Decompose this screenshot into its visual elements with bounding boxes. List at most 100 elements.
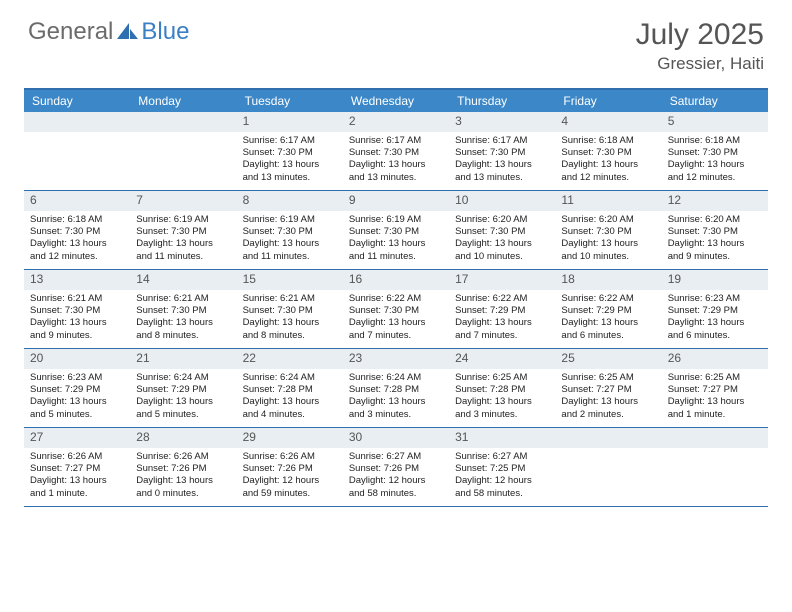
day-cell: 28Sunrise: 6:26 AMSunset: 7:26 PMDayligh… bbox=[130, 428, 236, 506]
sunset-text: Sunset: 7:28 PM bbox=[243, 384, 337, 396]
sunset-text: Sunset: 7:29 PM bbox=[561, 305, 655, 317]
day-content: Sunrise: 6:25 AMSunset: 7:28 PMDaylight:… bbox=[449, 369, 555, 426]
sunset-text: Sunset: 7:29 PM bbox=[668, 305, 762, 317]
day-number: 8 bbox=[237, 191, 343, 211]
day-number bbox=[130, 112, 236, 132]
day-content: Sunrise: 6:23 AMSunset: 7:29 PMDaylight:… bbox=[24, 369, 130, 426]
day-number: 3 bbox=[449, 112, 555, 132]
week-row: 1Sunrise: 6:17 AMSunset: 7:30 PMDaylight… bbox=[24, 112, 768, 191]
weekday-header: Monday bbox=[130, 90, 236, 112]
weekday-header: Sunday bbox=[24, 90, 130, 112]
daylight-text: Daylight: 13 hours and 3 minutes. bbox=[455, 396, 549, 421]
sunrise-text: Sunrise: 6:21 AM bbox=[30, 293, 124, 305]
sunrise-text: Sunrise: 6:18 AM bbox=[561, 135, 655, 147]
day-content: Sunrise: 6:26 AMSunset: 7:26 PMDaylight:… bbox=[237, 448, 343, 505]
sunrise-text: Sunrise: 6:24 AM bbox=[349, 372, 443, 384]
daylight-text: Daylight: 13 hours and 3 minutes. bbox=[349, 396, 443, 421]
weekday-header: Wednesday bbox=[343, 90, 449, 112]
day-cell: 1Sunrise: 6:17 AMSunset: 7:30 PMDaylight… bbox=[237, 112, 343, 190]
sunset-text: Sunset: 7:27 PM bbox=[30, 463, 124, 475]
sunrise-text: Sunrise: 6:22 AM bbox=[455, 293, 549, 305]
month-title: July 2025 bbox=[636, 18, 764, 52]
day-cell: 24Sunrise: 6:25 AMSunset: 7:28 PMDayligh… bbox=[449, 349, 555, 427]
sunrise-text: Sunrise: 6:20 AM bbox=[561, 214, 655, 226]
daylight-text: Daylight: 13 hours and 6 minutes. bbox=[561, 317, 655, 342]
location: Gressier, Haiti bbox=[636, 54, 764, 74]
day-number: 14 bbox=[130, 270, 236, 290]
day-number: 26 bbox=[662, 349, 768, 369]
day-cell: 13Sunrise: 6:21 AMSunset: 7:30 PMDayligh… bbox=[24, 270, 130, 348]
sunrise-text: Sunrise: 6:27 AM bbox=[349, 451, 443, 463]
daylight-text: Daylight: 12 hours and 58 minutes. bbox=[349, 475, 443, 500]
daylight-text: Daylight: 13 hours and 7 minutes. bbox=[349, 317, 443, 342]
daylight-text: Daylight: 13 hours and 13 minutes. bbox=[243, 159, 337, 184]
day-cell bbox=[24, 112, 130, 190]
day-cell: 16Sunrise: 6:22 AMSunset: 7:30 PMDayligh… bbox=[343, 270, 449, 348]
day-cell: 6Sunrise: 6:18 AMSunset: 7:30 PMDaylight… bbox=[24, 191, 130, 269]
daylight-text: Daylight: 13 hours and 8 minutes. bbox=[136, 317, 230, 342]
daylight-text: Daylight: 13 hours and 8 minutes. bbox=[243, 317, 337, 342]
day-number: 22 bbox=[237, 349, 343, 369]
day-cell: 31Sunrise: 6:27 AMSunset: 7:25 PMDayligh… bbox=[449, 428, 555, 506]
day-number: 11 bbox=[555, 191, 661, 211]
day-content: Sunrise: 6:26 AMSunset: 7:26 PMDaylight:… bbox=[130, 448, 236, 505]
sunset-text: Sunset: 7:26 PM bbox=[243, 463, 337, 475]
day-number: 17 bbox=[449, 270, 555, 290]
daylight-text: Daylight: 13 hours and 1 minute. bbox=[668, 396, 762, 421]
day-cell: 10Sunrise: 6:20 AMSunset: 7:30 PMDayligh… bbox=[449, 191, 555, 269]
day-number: 4 bbox=[555, 112, 661, 132]
day-number: 5 bbox=[662, 112, 768, 132]
sunset-text: Sunset: 7:30 PM bbox=[243, 226, 337, 238]
day-content: Sunrise: 6:19 AMSunset: 7:30 PMDaylight:… bbox=[343, 211, 449, 268]
sunset-text: Sunset: 7:30 PM bbox=[561, 226, 655, 238]
daylight-text: Daylight: 12 hours and 58 minutes. bbox=[455, 475, 549, 500]
sunrise-text: Sunrise: 6:18 AM bbox=[30, 214, 124, 226]
daylight-text: Daylight: 12 hours and 59 minutes. bbox=[243, 475, 337, 500]
day-content: Sunrise: 6:19 AMSunset: 7:30 PMDaylight:… bbox=[130, 211, 236, 268]
day-number: 6 bbox=[24, 191, 130, 211]
sunset-text: Sunset: 7:27 PM bbox=[561, 384, 655, 396]
daylight-text: Daylight: 13 hours and 13 minutes. bbox=[455, 159, 549, 184]
logo-text-2: Blue bbox=[141, 18, 189, 45]
day-content: Sunrise: 6:24 AMSunset: 7:28 PMDaylight:… bbox=[343, 369, 449, 426]
day-cell bbox=[662, 428, 768, 506]
sunset-text: Sunset: 7:30 PM bbox=[349, 147, 443, 159]
day-number bbox=[555, 428, 661, 448]
sunset-text: Sunset: 7:29 PM bbox=[136, 384, 230, 396]
day-content: Sunrise: 6:21 AMSunset: 7:30 PMDaylight:… bbox=[237, 290, 343, 347]
day-content: Sunrise: 6:17 AMSunset: 7:30 PMDaylight:… bbox=[449, 132, 555, 189]
sunset-text: Sunset: 7:30 PM bbox=[243, 305, 337, 317]
day-content: Sunrise: 6:20 AMSunset: 7:30 PMDaylight:… bbox=[449, 211, 555, 268]
day-number: 29 bbox=[237, 428, 343, 448]
day-number: 20 bbox=[24, 349, 130, 369]
daylight-text: Daylight: 13 hours and 9 minutes. bbox=[668, 238, 762, 263]
sunrise-text: Sunrise: 6:21 AM bbox=[243, 293, 337, 305]
title-block: July 2025 Gressier, Haiti bbox=[636, 18, 764, 74]
week-row: 20Sunrise: 6:23 AMSunset: 7:29 PMDayligh… bbox=[24, 349, 768, 428]
sunrise-text: Sunrise: 6:24 AM bbox=[243, 372, 337, 384]
sunset-text: Sunset: 7:30 PM bbox=[561, 147, 655, 159]
day-number: 23 bbox=[343, 349, 449, 369]
day-content: Sunrise: 6:23 AMSunset: 7:29 PMDaylight:… bbox=[662, 290, 768, 347]
sunset-text: Sunset: 7:29 PM bbox=[30, 384, 124, 396]
sunrise-text: Sunrise: 6:22 AM bbox=[349, 293, 443, 305]
daylight-text: Daylight: 13 hours and 1 minute. bbox=[30, 475, 124, 500]
day-number: 2 bbox=[343, 112, 449, 132]
day-content: Sunrise: 6:22 AMSunset: 7:29 PMDaylight:… bbox=[449, 290, 555, 347]
day-content: Sunrise: 6:25 AMSunset: 7:27 PMDaylight:… bbox=[555, 369, 661, 426]
day-content: Sunrise: 6:18 AMSunset: 7:30 PMDaylight:… bbox=[24, 211, 130, 268]
day-content: Sunrise: 6:17 AMSunset: 7:30 PMDaylight:… bbox=[343, 132, 449, 189]
day-content: Sunrise: 6:20 AMSunset: 7:30 PMDaylight:… bbox=[555, 211, 661, 268]
day-content: Sunrise: 6:17 AMSunset: 7:30 PMDaylight:… bbox=[237, 132, 343, 189]
sunrise-text: Sunrise: 6:26 AM bbox=[243, 451, 337, 463]
day-number: 30 bbox=[343, 428, 449, 448]
day-cell: 22Sunrise: 6:24 AMSunset: 7:28 PMDayligh… bbox=[237, 349, 343, 427]
daylight-text: Daylight: 13 hours and 13 minutes. bbox=[349, 159, 443, 184]
daylight-text: Daylight: 13 hours and 11 minutes. bbox=[136, 238, 230, 263]
sunset-text: Sunset: 7:30 PM bbox=[30, 226, 124, 238]
sunrise-text: Sunrise: 6:17 AM bbox=[349, 135, 443, 147]
sunset-text: Sunset: 7:30 PM bbox=[136, 226, 230, 238]
day-cell: 8Sunrise: 6:19 AMSunset: 7:30 PMDaylight… bbox=[237, 191, 343, 269]
day-number bbox=[24, 112, 130, 132]
weeks-container: 1Sunrise: 6:17 AMSunset: 7:30 PMDaylight… bbox=[24, 112, 768, 507]
